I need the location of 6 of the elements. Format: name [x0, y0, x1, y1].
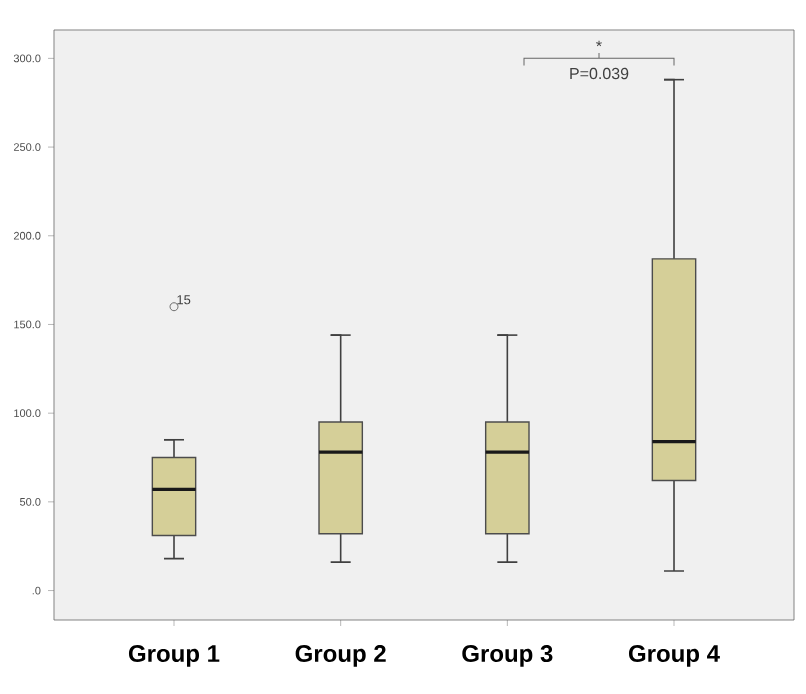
x-tick-label: Group 2 — [295, 645, 386, 667]
x-tick-label: Group 4 — [628, 645, 720, 667]
annotation: P=0.039 — [570, 67, 629, 80]
x-tick-label: Group 3 — [462, 645, 553, 667]
x-tick-label: Group 1 — [128, 645, 220, 667]
annotation: * — [596, 40, 602, 47]
